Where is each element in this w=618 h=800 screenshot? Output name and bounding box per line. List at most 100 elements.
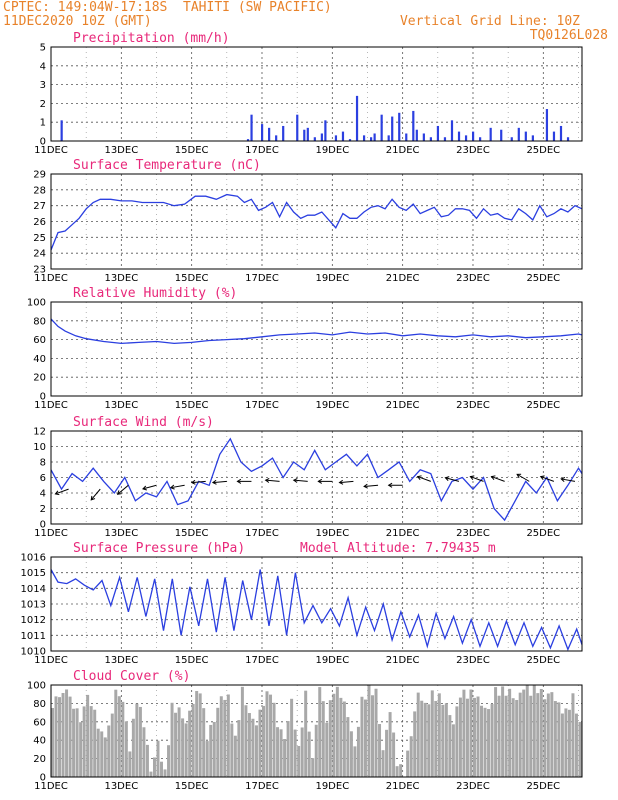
cloud-bar: [283, 739, 287, 777]
cloud-bar: [536, 693, 540, 777]
x-tick-label: 23DEC: [456, 781, 490, 792]
x-tick-label: 21DEC: [386, 655, 420, 666]
precip-bar: [355, 95, 359, 141]
precip-bar: [246, 139, 250, 141]
cloud-bar: [448, 715, 452, 777]
cloud-bar: [79, 722, 83, 777]
cloud-bar: [546, 693, 550, 777]
cloud-bar: [416, 692, 420, 777]
y-tick-label: 26: [33, 217, 46, 228]
cloud-bar: [483, 707, 487, 777]
cloud-bar: [174, 712, 178, 777]
cloud-bar: [420, 700, 424, 777]
precip-bar: [545, 109, 549, 141]
panel-title: Surface Temperature (nC): [73, 158, 261, 173]
y-tick-label: 10: [33, 442, 46, 453]
precip-bar: [412, 110, 415, 141]
cloud-bar: [413, 711, 417, 777]
cloud-bar: [490, 704, 494, 777]
wind-arrow: [142, 484, 157, 490]
cloud-bar: [181, 718, 185, 777]
precip-bar: [436, 125, 440, 141]
cloud-bar: [195, 690, 199, 777]
cloud-bar: [184, 723, 188, 777]
cloud-bar: [381, 750, 385, 777]
cloud-bar: [508, 688, 512, 777]
cloud-bar: [304, 690, 308, 777]
wind-arrow-head: [317, 478, 323, 484]
cloud-bar: [567, 709, 571, 777]
x-tick-label: 23DEC: [456, 400, 490, 411]
cloud-bar: [321, 701, 325, 777]
y-tick-label: 1012: [21, 615, 46, 626]
wind-arrow: [364, 484, 379, 487]
precip-bar: [341, 131, 345, 141]
cloud-bar: [314, 724, 318, 777]
x-tick-label: 11DEC: [34, 400, 68, 411]
wind-arrow: [90, 488, 101, 501]
y-tick-label: 28: [33, 185, 46, 196]
precip-bar: [429, 137, 432, 141]
wind-arrow-head: [560, 477, 566, 482]
panel-title: Relative Humidity (%): [73, 286, 237, 301]
cloud-bar: [142, 727, 146, 777]
precip-bar: [450, 120, 454, 141]
x-tick-label: 23DEC: [456, 655, 490, 666]
x-tick-label: 21DEC: [386, 528, 420, 539]
cloud-bar: [177, 707, 181, 777]
wind-arrow-head: [169, 484, 175, 490]
x-tick-label: 25DEC: [526, 145, 560, 156]
cloud-bar: [346, 717, 350, 777]
cloud-bar: [131, 718, 135, 777]
cloud-bar: [353, 746, 357, 777]
cloud-bar: [465, 698, 469, 777]
wind-arrow-head: [363, 483, 368, 489]
wind-arrow-head: [211, 479, 217, 485]
cloud-bar: [550, 692, 554, 777]
x-tick-label: 25DEC: [526, 273, 560, 284]
x-tick-label: 15DEC: [175, 528, 209, 539]
header-code: TQ0126L028: [529, 28, 608, 43]
cloud-bar: [145, 744, 149, 777]
header-date: 11DEC2020 10Z (GMT): [3, 14, 152, 29]
y-tick-label: 1014: [21, 584, 46, 595]
cloud-bar: [107, 725, 111, 777]
cloud-bar: [574, 713, 578, 777]
cloud-bar: [504, 695, 508, 777]
cloud-bar: [121, 701, 125, 777]
precip-bar: [559, 125, 563, 141]
precip-bar: [457, 131, 461, 141]
panel-4: 1010 1011 1012 1013 1014 1015 1016 11DEC 13DEC 15…: [21, 541, 583, 666]
x-tick-label: 19DEC: [315, 400, 349, 411]
cloud-bar: [511, 698, 515, 777]
wind-arrow-head: [264, 477, 270, 483]
cloud-bar: [339, 697, 343, 777]
x-tick-label: 19DEC: [315, 655, 349, 666]
cloud-bar: [261, 705, 265, 777]
model-altitude-label: Model Altitude: 7.79435 m: [300, 541, 496, 556]
cloud-bar: [209, 724, 213, 777]
series-line: [50, 318, 583, 345]
panel-frame: [50, 430, 583, 525]
y-tick-label: 40: [33, 736, 46, 747]
panel-title: Surface Pressure (hPa): [73, 541, 245, 556]
cloud-bar: [406, 750, 410, 777]
cloud-bar: [360, 696, 364, 777]
x-tick-label: 11DEC: [34, 528, 68, 539]
cloud-bar: [543, 699, 547, 777]
cloud-bar: [276, 727, 280, 777]
x-tick-label: 19DEC: [315, 273, 349, 284]
precip-bar: [422, 133, 425, 141]
cloud-bar: [128, 751, 132, 777]
y-tick-label: 1016: [21, 553, 46, 564]
x-tick-label: 17DEC: [245, 528, 279, 539]
wind-arrow: [212, 480, 227, 484]
precip-bar: [398, 112, 401, 141]
cloud-bar: [188, 710, 192, 777]
cloud-bar: [385, 729, 389, 777]
cloud-bar: [427, 704, 431, 777]
precip-bar: [405, 133, 408, 141]
precip-bar: [303, 129, 306, 141]
cloud-bar: [114, 689, 118, 777]
wind-arrow: [491, 476, 505, 482]
